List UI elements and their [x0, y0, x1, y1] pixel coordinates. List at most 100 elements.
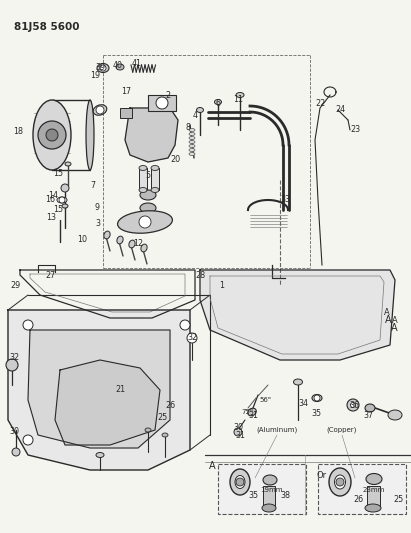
Ellipse shape: [151, 188, 159, 192]
Text: A: A: [209, 461, 215, 471]
Circle shape: [23, 320, 33, 330]
Text: 5: 5: [145, 171, 150, 180]
Ellipse shape: [230, 469, 250, 495]
Text: 56": 56": [259, 397, 271, 403]
Ellipse shape: [145, 428, 151, 432]
Ellipse shape: [139, 188, 147, 192]
Circle shape: [234, 428, 242, 436]
Text: 9: 9: [95, 203, 99, 212]
Ellipse shape: [140, 190, 156, 200]
Text: 23: 23: [350, 125, 360, 134]
Text: 27: 27: [45, 271, 55, 279]
Text: 22: 22: [315, 99, 325, 108]
Circle shape: [347, 399, 359, 411]
Text: 32: 32: [187, 334, 197, 343]
Ellipse shape: [129, 240, 135, 248]
Text: 26: 26: [165, 400, 175, 409]
Text: 13: 13: [46, 214, 56, 222]
Polygon shape: [28, 330, 170, 448]
Bar: [139, 168, 147, 190]
Ellipse shape: [365, 504, 381, 512]
Ellipse shape: [189, 128, 195, 132]
Ellipse shape: [33, 100, 71, 170]
Text: 35: 35: [248, 491, 258, 500]
Ellipse shape: [388, 410, 402, 420]
Bar: [148, 95, 176, 111]
Text: 25: 25: [394, 496, 404, 505]
Ellipse shape: [263, 475, 277, 485]
Ellipse shape: [141, 244, 147, 252]
Text: 19mm: 19mm: [260, 487, 282, 493]
Ellipse shape: [189, 141, 195, 143]
Text: 25: 25: [157, 413, 167, 422]
Text: 18: 18: [13, 127, 23, 136]
Ellipse shape: [236, 93, 244, 98]
Ellipse shape: [366, 473, 382, 484]
Text: 75": 75": [241, 409, 253, 415]
Circle shape: [6, 359, 18, 371]
Circle shape: [23, 435, 33, 445]
Ellipse shape: [118, 211, 172, 233]
Text: 31: 31: [235, 431, 245, 440]
Polygon shape: [8, 310, 190, 470]
Ellipse shape: [329, 468, 351, 496]
Ellipse shape: [116, 64, 124, 70]
Ellipse shape: [117, 236, 123, 244]
Ellipse shape: [335, 475, 346, 489]
Ellipse shape: [104, 231, 110, 239]
Ellipse shape: [262, 504, 276, 512]
Circle shape: [46, 129, 58, 141]
Bar: [218, 464, 306, 514]
Circle shape: [59, 197, 65, 203]
Ellipse shape: [93, 104, 107, 115]
Circle shape: [100, 65, 106, 71]
Text: 35: 35: [311, 408, 321, 417]
Text: 14: 14: [48, 191, 58, 200]
Text: 37: 37: [363, 410, 373, 419]
Ellipse shape: [57, 197, 67, 203]
Text: 39: 39: [95, 62, 105, 71]
Circle shape: [236, 478, 244, 486]
Ellipse shape: [162, 433, 168, 437]
Circle shape: [336, 478, 344, 486]
Text: 24: 24: [335, 106, 345, 115]
Text: 32: 32: [9, 353, 19, 362]
Polygon shape: [200, 270, 395, 360]
Ellipse shape: [86, 100, 94, 170]
Circle shape: [12, 448, 20, 456]
Circle shape: [351, 402, 356, 408]
Text: 7: 7: [90, 181, 96, 190]
Text: 15: 15: [53, 206, 63, 214]
Ellipse shape: [189, 149, 195, 151]
Circle shape: [314, 395, 320, 401]
Ellipse shape: [215, 100, 222, 104]
Text: 19: 19: [90, 70, 100, 79]
Text: 38: 38: [280, 491, 290, 500]
Ellipse shape: [96, 453, 104, 457]
Text: 28: 28: [195, 271, 205, 279]
Circle shape: [61, 184, 69, 192]
Text: 1: 1: [219, 280, 224, 289]
Text: A: A: [392, 316, 398, 325]
Text: 8: 8: [185, 124, 191, 133]
Text: A: A: [391, 323, 397, 333]
Circle shape: [139, 216, 151, 228]
Text: 10: 10: [77, 236, 87, 245]
Ellipse shape: [312, 394, 322, 401]
Text: 31: 31: [248, 410, 258, 419]
Text: 23mm: 23mm: [363, 487, 385, 493]
Text: 16: 16: [45, 196, 55, 205]
Ellipse shape: [248, 408, 256, 416]
Ellipse shape: [62, 204, 68, 208]
Polygon shape: [55, 360, 160, 445]
Text: 30: 30: [9, 427, 19, 437]
Ellipse shape: [189, 136, 195, 140]
Text: 11: 11: [233, 94, 243, 103]
Text: 41: 41: [132, 59, 142, 68]
Text: 17: 17: [121, 87, 131, 96]
Text: 81J58 5600: 81J58 5600: [14, 22, 79, 32]
Ellipse shape: [189, 152, 195, 156]
Text: 20: 20: [170, 156, 180, 165]
Text: 15: 15: [53, 168, 63, 177]
Text: 4: 4: [192, 110, 198, 119]
